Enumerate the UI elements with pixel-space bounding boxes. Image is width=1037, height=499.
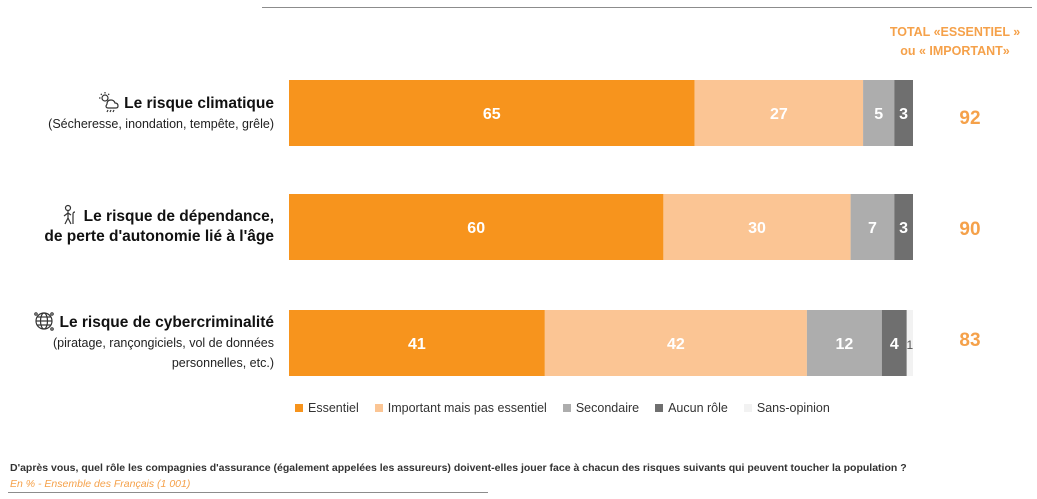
- bar-value-label: 41: [408, 336, 426, 353]
- row-label-climate: Le risque climatique (Sécheresse, inonda…: [48, 91, 274, 134]
- legend-item: Aucun rôle: [655, 401, 728, 415]
- top-rule: [262, 7, 1032, 8]
- bar-value-label: 4: [890, 336, 899, 353]
- legend-item: Important mais pas essentiel: [374, 401, 547, 415]
- bar-segment: [863, 80, 895, 146]
- climate-icon: [98, 91, 120, 113]
- bottom-rule: [8, 492, 488, 493]
- bar-value-label: 5: [874, 106, 883, 123]
- total-header: TOTAL «ESSENTIEL » ou « IMPORTANT»: [880, 23, 1030, 61]
- bar-segment: [906, 310, 913, 376]
- legend-label: Aucun rôle: [668, 401, 728, 415]
- row-total: 92: [959, 108, 981, 129]
- bar-segment: [850, 194, 895, 260]
- chart-legend: Essentiel Important mais pas essentiel Sec…: [295, 401, 846, 415]
- bar-value-label: 3: [899, 220, 908, 237]
- bar-value-label: 3: [899, 106, 908, 123]
- bar-segment: [663, 194, 851, 260]
- bar-segment: [289, 310, 545, 376]
- legend-item: Sans-opinion: [743, 401, 830, 415]
- legend-swatch: [295, 404, 303, 412]
- legend-swatch: [562, 404, 571, 412]
- row-label-dependency: Le risque de dépendance, de perte d'auto…: [44, 204, 274, 247]
- bar-segment: [289, 194, 664, 260]
- row-subtitle: (Sécheresse, inondation, tempête, grêle): [48, 117, 274, 131]
- row-title: Le risque climatique: [124, 95, 274, 112]
- bar-segment: [289, 80, 695, 146]
- legend-label: Essentiel: [308, 401, 359, 415]
- row-title: Le risque de dépendance,: [83, 208, 274, 225]
- bar-segment: [544, 310, 807, 376]
- bar-segment: [806, 310, 882, 376]
- bar-value-label: 30: [748, 220, 766, 237]
- bar-value-label: 1: [907, 338, 914, 352]
- row-subtitle: personnelles, etc.): [171, 356, 274, 370]
- legend-label: Sans-opinion: [756, 401, 830, 415]
- total-header-line2: ou « IMPORTANT»: [900, 44, 1010, 58]
- total-header-line1: TOTAL «ESSENTIEL »: [889, 25, 1021, 39]
- row-subtitle: de perte d'autonomie lié à l'âge: [44, 228, 274, 245]
- row-total: 83: [959, 330, 981, 351]
- bar-segment: [894, 194, 913, 260]
- elderly-person-icon: [58, 204, 80, 226]
- survey-base: En % - Ensemble des Français (1 001): [10, 478, 191, 490]
- legend-label: Secondaire: [575, 401, 640, 415]
- bar-segment: [694, 80, 864, 146]
- survey-question: D'après vous, quel rôle les compagnies d…: [10, 462, 907, 474]
- globe-network-icon: [33, 310, 55, 332]
- row-total: 90: [959, 219, 981, 240]
- bar-value-label: 27: [770, 106, 788, 123]
- bar-value-label: 42: [667, 336, 685, 353]
- row-label-cyber: Le risque de cybercriminalité (piratage,…: [33, 310, 274, 373]
- legend-swatch: [655, 404, 664, 412]
- row-subtitle: (piratage, rançongiciels, vol de données: [53, 336, 274, 350]
- bar-value-label: 12: [835, 336, 853, 353]
- bar-segment: [881, 310, 907, 376]
- bar-value-label: 7: [868, 220, 877, 237]
- bar-value-label: 60: [467, 220, 485, 237]
- legend-item: Essentiel: [295, 401, 359, 415]
- bar-value-label: 65: [483, 106, 501, 123]
- legend-swatch: [743, 404, 752, 412]
- bar-segment: [894, 80, 913, 146]
- legend-swatch: [374, 404, 383, 412]
- legend-label: Important mais pas essentiel: [387, 401, 547, 415]
- legend-item: Secondaire: [562, 401, 640, 415]
- row-title: Le risque de cybercriminalité: [59, 314, 274, 331]
